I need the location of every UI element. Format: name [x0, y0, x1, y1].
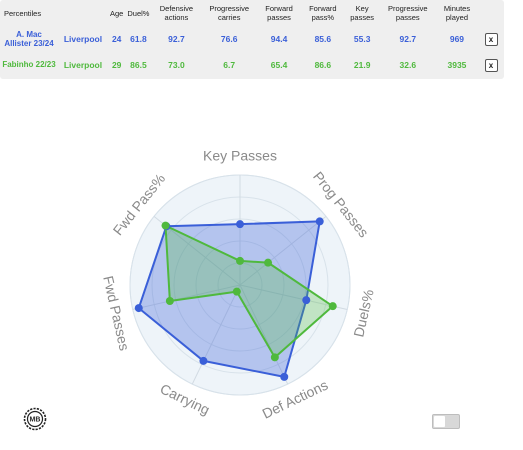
table-row: Fabinho 22/23 Liverpool 29 86.5 73.0 6.7… — [0, 52, 504, 78]
cell-key-passes: 55.3 — [353, 34, 371, 44]
cell-duel-pct: 61.8 — [130, 34, 147, 44]
logo-text: MB — [30, 417, 41, 424]
radar-data-point — [236, 256, 244, 265]
header-forward-pass-pct: Forward pass% — [309, 4, 337, 22]
cell-key-passes: 21.9 — [353, 60, 371, 70]
radar-series-area — [137, 220, 321, 378]
cell-progressive-passes: 92.7 — [399, 34, 417, 44]
radar-data-point — [270, 353, 279, 362]
radar-spoke — [239, 284, 289, 385]
view-toggle[interactable] — [432, 414, 460, 429]
remove-player-button[interactable]: x — [484, 32, 498, 46]
radar-series-area — [164, 224, 334, 359]
cell-minutes-played: 3935 — [447, 60, 467, 70]
cell-defensive-actions: 92.7 — [168, 34, 185, 44]
header-progressive-passes: Progressive passes — [387, 4, 428, 22]
radar-axis-label: Duels% — [350, 288, 376, 339]
radar-data-point — [134, 304, 143, 313]
radar-data-point — [328, 302, 337, 311]
table-row: A. Mac Allister 23/24 Liverpool 24 61.8 … — [0, 26, 504, 52]
logo-badge: MB — [23, 407, 47, 431]
header-forward-passes: Forward passes — [265, 4, 293, 22]
cell-progressive-carries: 6.7 — [223, 60, 236, 70]
cell-age: 29 — [111, 60, 122, 70]
table-header-row: Percentiles Age Duel% Defensive actions … — [0, 0, 504, 26]
header-key-passes: Key passes — [350, 4, 375, 22]
player-name: A. Mac Allister 23/24 — [4, 29, 54, 49]
radar-data-point — [302, 296, 311, 305]
radar-data-point — [165, 297, 174, 306]
remove-player-button[interactable]: x — [484, 58, 498, 72]
header-defensive-actions: Defensive actions — [159, 4, 194, 22]
cell-forward-pass-pct: 85.6 — [314, 34, 332, 44]
radar-series — [134, 217, 337, 381]
radar-axis-label: Key Passes — [203, 148, 277, 164]
player-name: Fabinho 22/23 — [2, 60, 56, 70]
radar-data-point — [236, 220, 244, 229]
radar-data-point — [161, 221, 170, 230]
team-name: Liverpool — [63, 34, 103, 44]
header-percentiles: Percentiles — [4, 8, 42, 18]
cell-forward-passes: 65.4 — [270, 60, 288, 70]
comparison-table: Percentiles Age Duel% Defensive actions … — [0, 0, 504, 78]
header-progressive-carries: Progressive carries — [209, 4, 249, 22]
radar-spoke — [132, 284, 241, 310]
cell-minutes-played: 969 — [449, 34, 465, 44]
header-duel-pct: Duel% — [127, 8, 150, 18]
comparison-table-panel: Percentiles Age Duel% Defensive actions … — [0, 0, 504, 79]
cell-progressive-passes: 32.6 — [399, 60, 417, 70]
radar-spoke — [239, 216, 327, 286]
radar-data-point — [232, 287, 241, 296]
radar-data-point — [264, 258, 273, 267]
header-minutes-played: Minutes played — [443, 4, 471, 22]
cell-forward-pass-pct: 86.6 — [314, 60, 332, 70]
cell-progressive-carries: 76.6 — [220, 34, 238, 44]
radar-data-point — [280, 372, 289, 381]
cell-duel-pct: 86.5 — [130, 60, 147, 70]
cell-age: 24 — [111, 34, 122, 44]
cell-defensive-actions: 73.0 — [168, 60, 185, 70]
header-age: Age — [110, 8, 124, 18]
team-name: Liverpool — [63, 60, 103, 70]
radar-data-point — [315, 217, 324, 226]
radar-axis-label: Fwd Passes — [100, 274, 133, 352]
radar-spoke — [191, 284, 241, 385]
cell-forward-passes: 94.4 — [270, 34, 288, 44]
toggle-knob — [434, 416, 445, 427]
radar-data-point — [199, 356, 208, 365]
